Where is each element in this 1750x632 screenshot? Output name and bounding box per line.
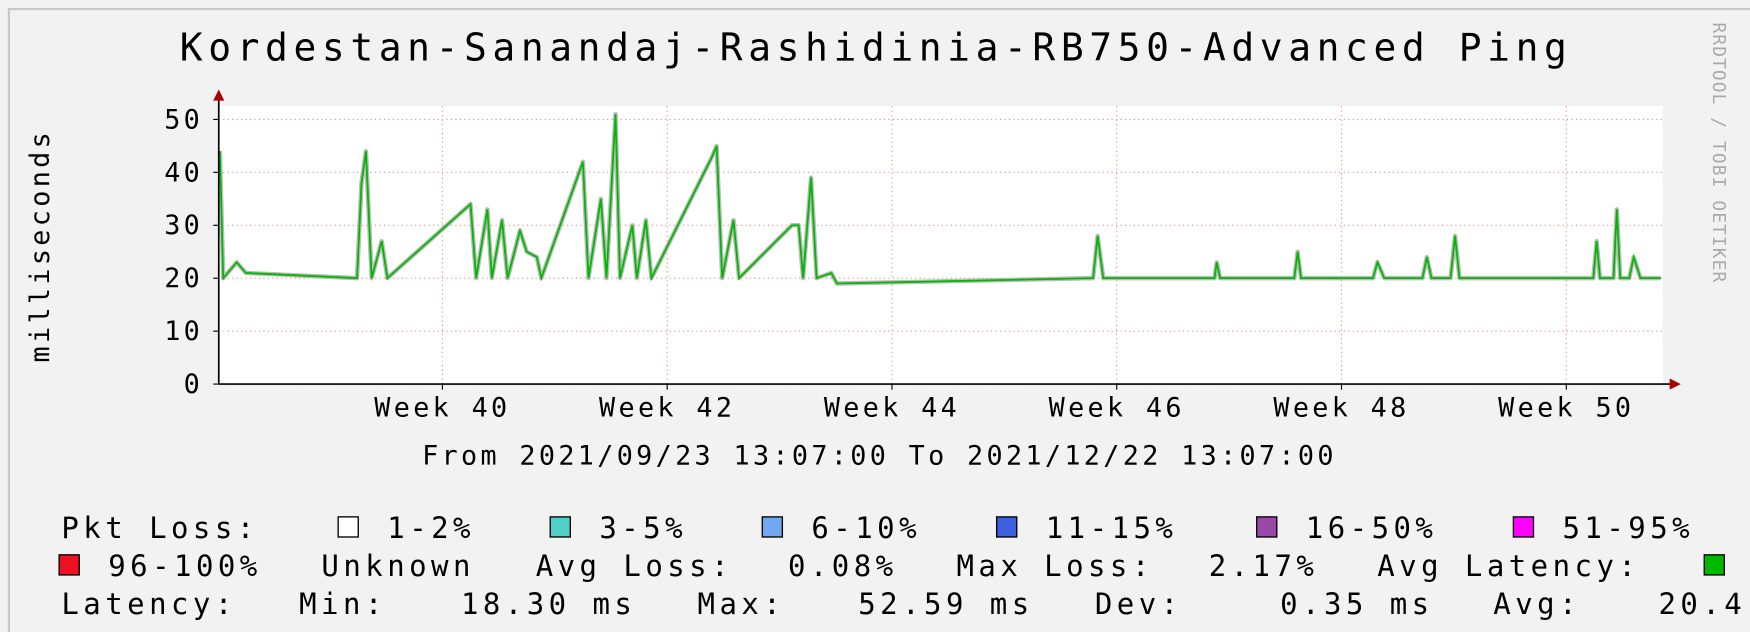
stat-value: 20.4 bbox=[1658, 587, 1746, 621]
stat-value: 0.35 ms bbox=[1280, 587, 1433, 621]
plot: 0 10 20 30 40 50 Week 40 Week 42 Week 44 Week 46 W… bbox=[164, 104, 1663, 423]
legend-label: 96-100% bbox=[108, 549, 261, 583]
stat-label: Min: bbox=[299, 587, 387, 621]
chart-title: Kordestan-Sanandaj-Rashidinia-RB750-Adva… bbox=[180, 25, 1573, 69]
y-tick-label: 20 bbox=[164, 263, 203, 294]
x-axis-caption: From 2021/09/23 13:07:00 To 2021/12/22 1… bbox=[422, 440, 1337, 471]
legend-swatch bbox=[337, 516, 359, 538]
stat-value: 52.59 ms bbox=[858, 587, 1033, 621]
legend-title: Latency: bbox=[61, 587, 236, 621]
stat-label: Dev: bbox=[1095, 587, 1183, 621]
stat-label: Avg: bbox=[1493, 587, 1581, 621]
legend-swatch bbox=[58, 554, 80, 576]
y-tick-label: 10 bbox=[164, 316, 203, 347]
legend-swatch bbox=[995, 516, 1018, 538]
y-tick-label: 0 bbox=[184, 369, 203, 400]
legend-label: 1-2% bbox=[387, 511, 475, 545]
legend-swatch bbox=[1512, 516, 1535, 538]
x-arrow bbox=[1669, 378, 1681, 390]
stat-value: 18.30 ms bbox=[461, 587, 636, 621]
legend: Pkt Loss: 1-2% 3-5% 6-10% 11-15% 16-50% 51-95%… bbox=[58, 511, 1746, 621]
y-tick-label: 30 bbox=[164, 210, 203, 241]
legend-title: Pkt Loss: bbox=[61, 511, 258, 545]
legend-label: 6-10% bbox=[811, 511, 921, 545]
y-tick-label: 40 bbox=[164, 157, 203, 188]
legend-label: 3-5% bbox=[599, 511, 687, 545]
legend-label: 51-95% bbox=[1563, 511, 1695, 545]
x-tick-label: Week 44 bbox=[824, 392, 960, 423]
legend-label: 11-15% bbox=[1046, 511, 1178, 545]
watermark: RRDTOOL / TOBI OETIKER bbox=[1708, 22, 1729, 283]
x-tick-label: Week 42 bbox=[599, 392, 735, 423]
plot-area bbox=[218, 106, 1663, 385]
y-axis-label: milliseconds bbox=[25, 129, 56, 363]
x-tick-label: Week 46 bbox=[1049, 392, 1185, 423]
y-arrow bbox=[213, 89, 225, 101]
legend-swatch bbox=[1256, 516, 1278, 538]
legend-swatch bbox=[761, 516, 784, 538]
x-tick-label: Week 40 bbox=[374, 392, 510, 423]
stat-label: Avg Loss: bbox=[536, 549, 733, 583]
x-tick-label: Week 50 bbox=[1498, 392, 1634, 423]
x-tick-label: Week 48 bbox=[1273, 392, 1409, 423]
series-line bbox=[218, 114, 1661, 285]
stat-value: 0.08% bbox=[788, 549, 898, 583]
legend-swatch bbox=[1703, 554, 1725, 576]
y-tick-label: 50 bbox=[164, 104, 203, 135]
legend-label: Avg Latency: bbox=[1377, 549, 1640, 583]
legend-label: 16-50% bbox=[1306, 511, 1438, 545]
stat-label: Max Loss: bbox=[956, 549, 1153, 583]
legend-label: Unknown bbox=[321, 549, 474, 583]
stat-label: Max: bbox=[698, 587, 786, 621]
stat-value: 2.17% bbox=[1209, 549, 1319, 583]
legend-swatch bbox=[549, 516, 571, 538]
